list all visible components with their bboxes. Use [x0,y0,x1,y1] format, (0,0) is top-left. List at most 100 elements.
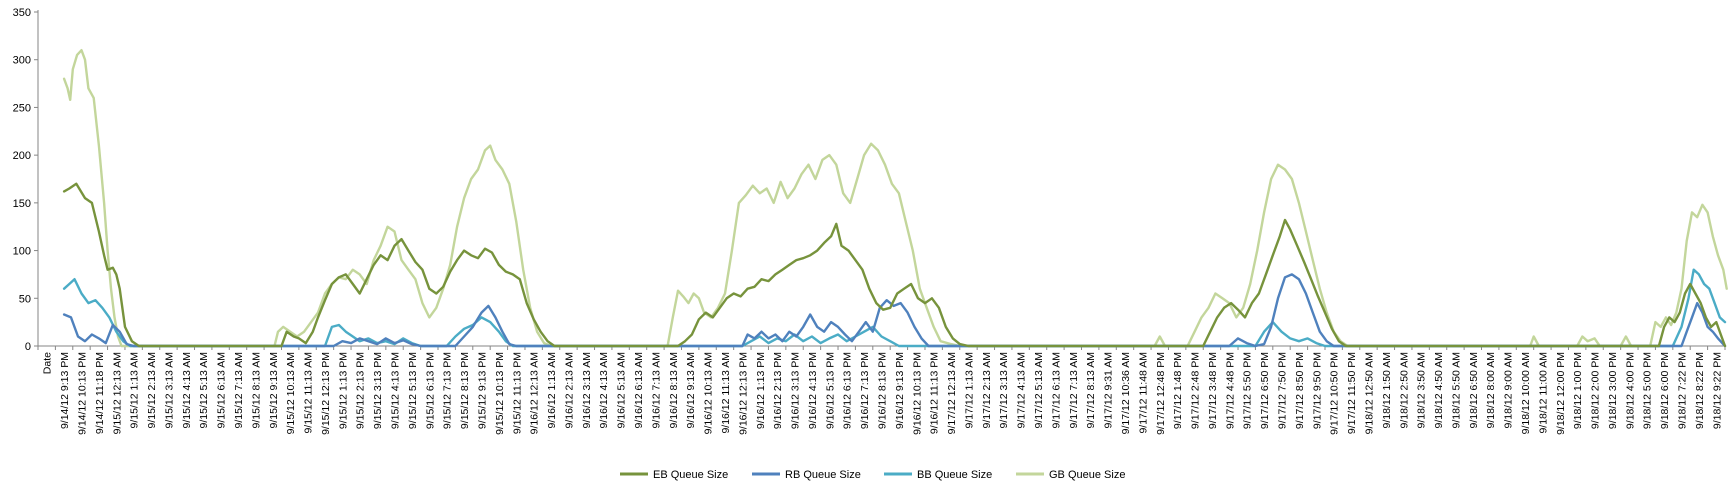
x-tick-label: 9/18/12 12:50 AM [1363,352,1375,434]
x-tick-label: 9/15/12 12:13 PM [320,352,332,435]
x-tick-label: 9/15/12 9:13 AM [268,352,280,428]
x-tick-label: 9/15/12 7:13 AM [233,352,245,428]
series-line-bb [62,268,1727,348]
x-tick-label: 9/17/12 7:50 PM [1277,352,1289,429]
x-tick-label: 9/15/12 2:13 PM [355,352,367,429]
x-tick-label: 9/15/12 9:13 PM [476,352,488,429]
x-tick-label: 9/18/12 3:50 AM [1416,352,1428,428]
x-tick-label: 9/16/12 12:13 AM [529,352,541,434]
x-tick-label: 9/17/12 3:48 PM [1207,352,1219,429]
x-tick-label: 9/17/12 2:48 PM [1190,352,1202,429]
x-tick-label: 9/16/12 2:13 PM [772,352,784,429]
x-tick-label: 9/15/12 11:13 PM [511,352,523,434]
x-tick-label: 9/18/12 6:00 PM [1659,352,1671,429]
x-tick-label: 9/16/12 3:13 AM [581,352,593,428]
x-tick-label: 9/18/12 9:22 PM [1711,352,1723,429]
x-tick-label: 9/15/12 1:13 AM [129,352,141,428]
x-tick-label: 9/16/12 8:13 AM [668,352,680,428]
x-tick-label: 9/18/12 1:50 AM [1381,352,1393,428]
x-tick-label: 9/15/12 5:13 AM [198,352,210,428]
series-line-rb [62,273,1727,348]
y-tick-label: 350 [13,7,31,19]
x-tick-label: 9/18/12 9:00 AM [1503,352,1515,428]
y-tick-label: 150 [13,198,31,210]
x-tick-label: 9/17/12 1:13 AM [963,352,975,428]
x-tick-label: 9/17/12 8:50 PM [1294,352,1306,429]
x-tick-label: 9/17/12 10:36 AM [1120,352,1132,434]
x-tick-label: 9/16/12 10:13 AM [703,352,715,434]
x-tick-label: 9/16/12 5:13 AM [616,352,628,428]
x-tick-label: 9/17/12 11:48 AM [1137,352,1149,434]
x-tick-label: 9/16/12 11:13 AM [720,352,732,434]
x-tick-label: 9/17/12 9:50 PM [1311,352,1323,429]
x-tick-label: 9/15/12 6:13 PM [424,352,436,429]
x-axis-title: Date [42,352,54,374]
x-tick-label: 9/17/12 3:13 AM [998,352,1010,428]
x-tick-label: 9/15/12 10:13 PM [494,352,506,435]
x-tick-label: 9/14/12 10:13 PM [76,352,88,435]
x-tick-label: 9/15/12 6:13 AM [216,352,228,428]
x-tick-label: 9/18/12 8:00 AM [1485,352,1497,428]
x-tick-label: 9/17/12 9:31 AM [1103,352,1115,428]
x-tick-label: 9/16/12 11:13 PM [929,352,941,434]
x-tick-label: 9/15/12 3:13 PM [372,352,384,429]
x-tick-label: 9/16/12 7:13 PM [859,352,871,429]
x-tick-label: 9/17/12 7:13 AM [1068,352,1080,428]
x-tick-label: 9/17/12 4:48 PM [1224,352,1236,429]
x-tick-label: 9/18/12 3:00 PM [1607,352,1619,429]
x-tick-label: 9/18/12 4:00 PM [1624,352,1636,429]
y-tick-label: 100 [13,246,31,258]
x-tick-label: 9/18/12 12:00 PM [1555,352,1567,435]
x-tick-label: 9/15/12 3:13 AM [163,352,175,428]
x-tick-label: 9/17/12 8:13 AM [1085,352,1097,428]
x-tick-label: 9/15/12 12:13 AM [111,352,123,434]
x-tick-label: 9/15/12 11:13 AM [303,352,315,434]
x-tick-label: 9/14/12 9:13 PM [59,352,71,429]
x-tick-label: 9/15/12 7:13 PM [442,352,454,429]
x-tick-label: 9/16/12 6:13 AM [633,352,645,428]
x-tick-label: 9/18/12 5:00 PM [1642,352,1654,429]
x-tick-label: 9/16/12 3:13 PM [790,352,802,429]
x-tick-label: 9/16/12 9:13 PM [894,352,906,429]
legend-label-bb: BB Queue Size [917,469,992,481]
x-tick-label: 9/16/12 5:13 PM [824,352,836,429]
x-tick-label: 9/15/12 4:13 PM [390,352,402,429]
y-tick-label: 200 [13,150,31,162]
x-tick-label: 9/16/12 9:13 AM [685,352,697,428]
x-tick-label: 9/18/12 8:22 PM [1694,352,1706,429]
x-tick-label: 9/17/12 11:50 PM [1346,352,1358,434]
x-tick-label: 9/17/12 5:13 AM [1033,352,1045,428]
x-tick-label: 9/18/12 5:50 AM [1450,352,1462,428]
y-tick-label: 0 [25,341,31,353]
x-tick-label: 9/17/12 12:48 PM [1155,352,1167,435]
x-tick-label: 9/15/12 4:13 AM [181,352,193,428]
x-tick-label: 9/18/12 2:00 PM [1590,352,1602,429]
legend-label-eb: EB Queue Size [653,469,728,481]
x-tick-label: 9/17/12 6:13 AM [1050,352,1062,428]
x-tick-label: 9/17/12 5:50 PM [1242,352,1254,429]
legend-label-gb: GB Queue Size [1049,469,1125,481]
x-tick-label: 9/18/12 6:50 AM [1468,352,1480,428]
x-tick-label: 9/18/12 4:50 AM [1433,352,1445,428]
x-tick-label: 9/17/12 12:13 AM [946,352,958,434]
x-tick-label: 9/16/12 1:13 PM [755,352,767,429]
x-tick-label: 9/16/12 7:13 AM [650,352,662,428]
x-tick-label: 9/18/12 10:00 AM [1520,352,1532,434]
y-tick-label: 50 [19,293,31,305]
series-line-eb [62,182,1727,348]
x-tick-label: 9/16/12 6:13 PM [842,352,854,429]
x-tick-label: 9/18/12 7:22 PM [1677,352,1689,429]
series-line-gb [62,49,1728,348]
x-tick-label: 9/18/12 1:00 PM [1572,352,1584,429]
x-tick-label: 9/14/12 11:18 PM [94,352,106,434]
y-tick-label: 300 [13,55,31,67]
x-tick-label: 9/16/12 4:13 AM [598,352,610,428]
x-tick-label: 9/17/12 10:50 PM [1329,352,1341,435]
x-tick-label: 9/17/12 6:50 PM [1259,352,1271,429]
legend-label-rb: RB Queue Size [785,469,861,481]
x-tick-label: 9/15/12 5:13 PM [407,352,419,429]
x-tick-label: 9/15/12 10:13 AM [285,352,297,434]
y-tick-label: 250 [13,102,31,114]
